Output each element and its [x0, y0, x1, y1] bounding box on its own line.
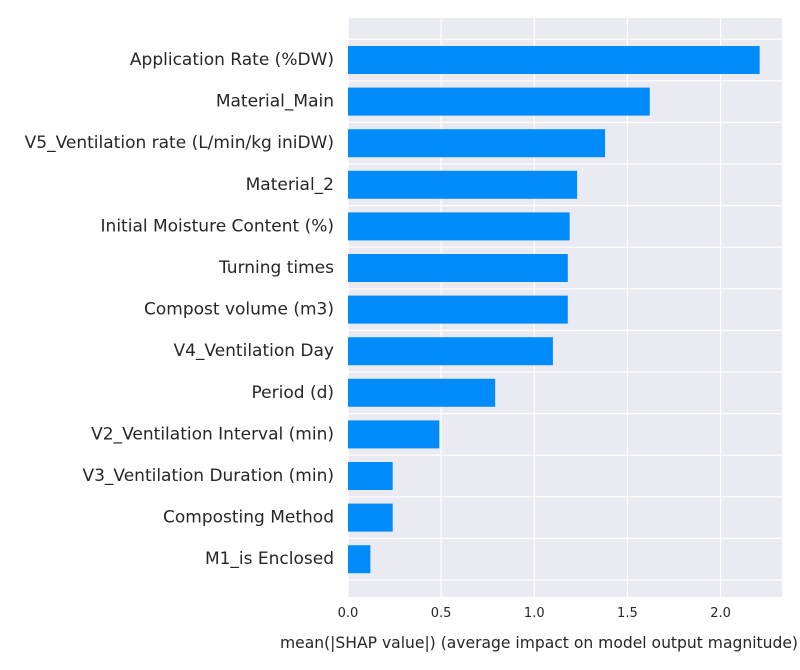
- category-label: V4_Ventilation Day: [173, 341, 334, 361]
- category-label: Turning times: [218, 258, 334, 278]
- bar: [348, 545, 371, 574]
- category-label: Application Rate (%DW): [130, 50, 334, 70]
- category-label: Material_2: [246, 175, 334, 195]
- bar: [348, 295, 568, 324]
- category-label: V2_Ventilation Interval (min): [91, 424, 334, 444]
- category-label: Compost volume (m3): [144, 300, 334, 320]
- bar: [348, 46, 760, 74]
- category-label: V5_Ventilation rate (L/min/kg iniDW): [25, 133, 334, 153]
- bar: [348, 170, 578, 199]
- bar: [348, 420, 440, 449]
- x-tick-label: 0.0: [338, 606, 359, 621]
- category-label: Material_Main: [216, 92, 334, 112]
- category-label: Initial Moisture Content (%): [101, 216, 334, 236]
- category-labels: Application Rate (%DW) Material_Main V5_Ve…: [25, 50, 334, 569]
- x-tick-label: 0.5: [431, 606, 452, 621]
- category-label: Period (d): [252, 383, 334, 403]
- category-label: V3_Ventilation Duration (min): [82, 466, 334, 486]
- bar: [348, 378, 496, 407]
- x-tick-label: 1.5: [617, 606, 638, 621]
- category-label: M1_is Enclosed: [205, 549, 334, 569]
- x-tick-label: 2.0: [710, 606, 731, 621]
- bar: [348, 254, 568, 282]
- bar: [348, 87, 650, 116]
- x-tick-labels: 0.0 0.5 1.0 1.5 2.0: [338, 606, 731, 621]
- bar: [348, 337, 553, 366]
- category-label: Composting Method: [163, 508, 334, 528]
- x-axis-title: mean(|SHAP value|) (average impact on mo…: [280, 633, 798, 652]
- bar: [348, 129, 606, 158]
- x-tick-label: 1.0: [524, 606, 545, 621]
- bar: [348, 503, 393, 532]
- bar: [348, 212, 570, 241]
- bar-layer: [348, 46, 760, 574]
- bar: [348, 462, 393, 490]
